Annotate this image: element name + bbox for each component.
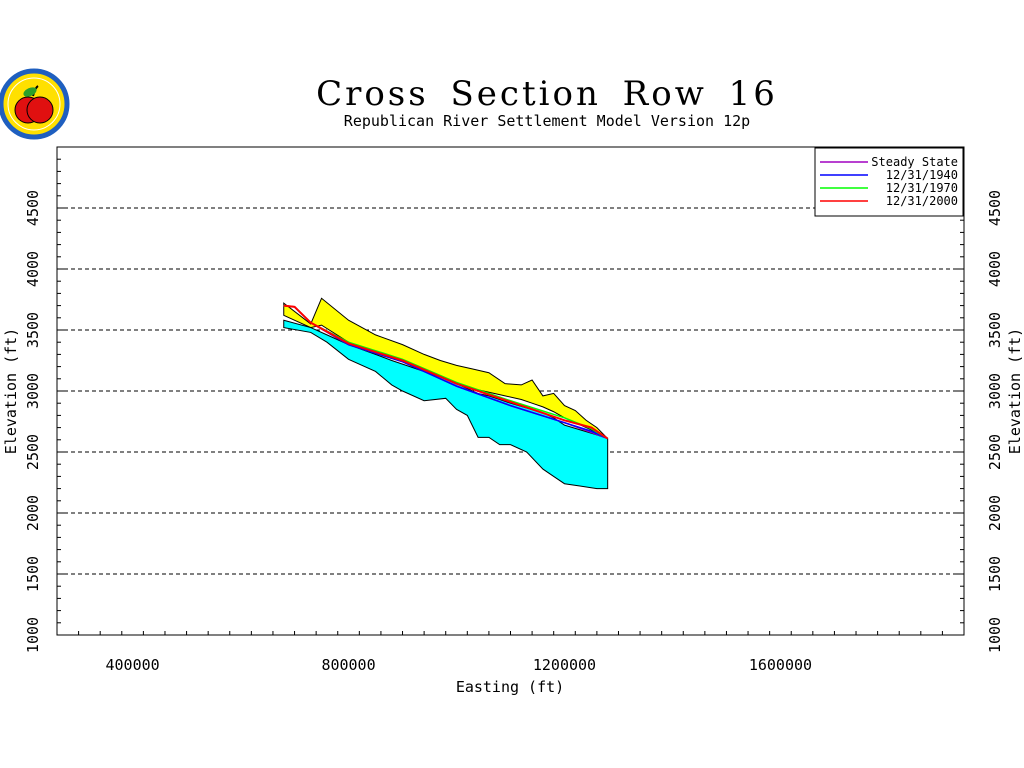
layers — [283, 297, 609, 490]
legend-label: Steady State — [871, 155, 958, 169]
y-tick-label: 3500 — [24, 312, 42, 348]
apple-seal-icon — [0, 68, 70, 140]
y-tick-label: 4500 — [986, 190, 1004, 226]
x-tick-label: 800000 — [321, 656, 375, 674]
y-axis-label-right: Elevation (ft) — [1006, 328, 1024, 454]
x-tick-label: 1200000 — [533, 656, 596, 674]
x-tick-labels: 400000 800000 1200000 1600000 — [105, 656, 812, 674]
y-tick-label: 2500 — [986, 434, 1004, 470]
y-tick-labels-right: 1000 1500 2000 2500 3000 3500 4000 4500 — [986, 190, 1004, 653]
y-tick-label: 2500 — [24, 434, 42, 470]
y-tick-label: 2000 — [24, 495, 42, 531]
chart-title: Cross Section Row 16 — [316, 74, 778, 114]
x-tick-label: 1600000 — [749, 656, 812, 674]
y-tick-labels-left: 1000 1500 2000 2500 3000 3500 4000 4500 — [24, 190, 42, 653]
y-tick-label: 3000 — [986, 373, 1004, 409]
legend-label: 12/31/2000 — [886, 194, 958, 208]
y-tick-label: 3500 — [986, 312, 1004, 348]
legend: Steady State12/31/194012/31/197012/31/20… — [814, 147, 964, 217]
series-lines — [283, 304, 609, 440]
y-tick-label: 1500 — [986, 556, 1004, 592]
x-axis-label: Easting (ft) — [456, 678, 564, 696]
y-tick-label: 2000 — [986, 495, 1004, 531]
y-tick-label: 1000 — [24, 617, 42, 653]
x-tick-label: 400000 — [105, 656, 159, 674]
y-tick-label: 1000 — [986, 617, 1004, 653]
y-tick-label: 3000 — [24, 373, 42, 409]
y-tick-label: 4000 — [986, 251, 1004, 287]
y-tick-label: 4500 — [24, 190, 42, 226]
legend-box — [814, 147, 964, 217]
y-axis-label-left: Elevation (ft) — [2, 328, 20, 454]
legend-label: 12/31/1970 — [886, 181, 958, 195]
y-tick-label: 4000 — [24, 251, 42, 287]
legend-label: 12/31/1940 — [886, 168, 958, 182]
chart-subtitle: Republican River Settlement Model Versio… — [344, 112, 750, 130]
series-line — [283, 304, 609, 440]
y-tick-label: 1500 — [24, 556, 42, 592]
